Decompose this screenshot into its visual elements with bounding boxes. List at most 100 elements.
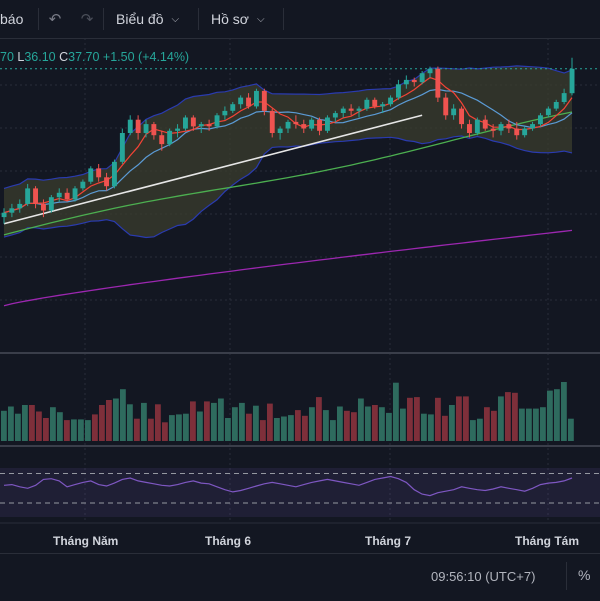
volume-bar — [512, 392, 518, 441]
x-tick-label-thang-7: Tháng 7 — [365, 534, 411, 548]
profile-menu-label: Hồ sơ — [211, 11, 249, 27]
candle-body — [325, 117, 330, 131]
candle-body — [246, 97, 251, 107]
candle-body — [261, 90, 267, 111]
candle-body — [277, 128, 283, 133]
candle-body — [1, 212, 7, 218]
candle-body — [522, 128, 528, 136]
volume-bar — [386, 412, 392, 441]
candle-body — [514, 128, 520, 136]
candle-body — [569, 68, 575, 94]
volume-bar — [176, 414, 182, 441]
candle-body — [206, 124, 212, 127]
volume-bar — [358, 398, 364, 441]
candle-body — [459, 108, 464, 125]
candle-body — [72, 188, 78, 200]
candle-body — [427, 68, 433, 74]
candle-body — [104, 177, 109, 187]
x-tick-label-thang-tam: Tháng Tám — [515, 534, 579, 548]
volume-bar — [491, 410, 497, 441]
volume-bar — [57, 412, 63, 441]
volume-bar — [64, 420, 70, 441]
volume-bar — [148, 418, 154, 441]
candle-body — [467, 124, 472, 133]
volume-bar — [281, 416, 287, 441]
toolbar-divider — [38, 8, 39, 30]
trend-line[interactable] — [3, 114, 423, 225]
candle-body — [396, 84, 401, 98]
volume-bar — [15, 413, 21, 441]
volume-bar — [134, 418, 140, 441]
volume-bar — [211, 402, 217, 441]
clock-readout[interactable]: 09:56:10 (UTC+7) — [431, 569, 536, 584]
volume-bar — [197, 411, 203, 441]
volume-bar — [239, 402, 245, 441]
candle-body — [151, 124, 157, 136]
ma-long-line — [3, 229, 573, 307]
candle-body — [293, 121, 299, 125]
percent-scale-toggle[interactable]: % — [578, 567, 591, 583]
candle-body — [301, 124, 307, 129]
price-chart[interactable]: Tháng Năm Tháng 6 Tháng 7 Tháng Tám — [0, 0, 600, 553]
candle-body — [17, 203, 23, 209]
volume-bar — [414, 397, 420, 441]
volume-bar — [365, 406, 371, 441]
volume-bar — [323, 410, 329, 441]
toolbar-divider — [198, 8, 199, 30]
candle-body — [380, 104, 386, 107]
undo-button[interactable]: ↶ — [39, 0, 71, 38]
candles-group — [1, 57, 575, 224]
volume-bar — [218, 398, 224, 441]
volume-bar — [533, 408, 539, 441]
candle-body — [443, 97, 449, 116]
toolbar-divider — [103, 8, 104, 30]
volume-bar — [246, 413, 252, 441]
candle-body — [530, 124, 535, 129]
volume-bar — [36, 411, 42, 441]
x-tick-label-thang-nam: Tháng Năm — [53, 534, 118, 548]
volume-bar — [253, 405, 259, 441]
redo-button[interactable]: ↷ — [71, 0, 103, 38]
volume-bar — [498, 396, 504, 441]
candle-body — [222, 110, 228, 116]
candle-body — [317, 119, 322, 131]
candle-body — [561, 93, 567, 102]
volume-bar — [400, 408, 406, 441]
volume-bar — [526, 408, 532, 441]
volume-bar — [120, 389, 126, 441]
alerts-button[interactable]: báo — [0, 0, 38, 38]
volume-bar — [29, 405, 35, 441]
chevron-down-icon: ⌵ — [256, 13, 265, 25]
ohlc-legend: 70 L36.10 C37.70 +1.50 (+4.14%) — [0, 50, 189, 64]
candle-body — [474, 119, 480, 133]
chart-menu-button[interactable]: Biểu đồ ⌵ — [104, 0, 198, 38]
volume-bar — [113, 398, 119, 441]
candle-body — [214, 115, 220, 127]
change-value: +1.50 — [102, 50, 135, 64]
volume-bar — [190, 401, 196, 441]
low-key: L — [17, 50, 25, 64]
volume-bar — [1, 410, 7, 441]
candle-body — [435, 68, 441, 98]
volume-bar — [309, 407, 315, 441]
volume-bar — [561, 382, 567, 441]
volume-bar — [99, 405, 105, 441]
profile-menu-button[interactable]: Hồ sơ ⌵ — [199, 0, 283, 38]
candle-body — [356, 108, 362, 111]
candle-body — [190, 117, 196, 127]
volume-bar — [463, 396, 469, 441]
volume-bar — [568, 418, 574, 441]
toolbar-divider — [283, 8, 284, 30]
undo-icon: ↶ — [48, 11, 62, 28]
candle-body — [96, 168, 102, 178]
volume-bar — [22, 405, 28, 441]
candle-body — [175, 128, 180, 131]
candle-body — [419, 73, 425, 83]
volume-bar — [43, 418, 49, 441]
volume-bar — [393, 382, 399, 441]
candle-body — [498, 124, 504, 131]
top-toolbar: báo ↶ ↷ Biểu đồ ⌵ Hồ sơ ⌵ — [0, 0, 600, 39]
volume-bar — [127, 404, 133, 441]
candle-body — [238, 97, 244, 105]
candle-body — [490, 128, 496, 131]
